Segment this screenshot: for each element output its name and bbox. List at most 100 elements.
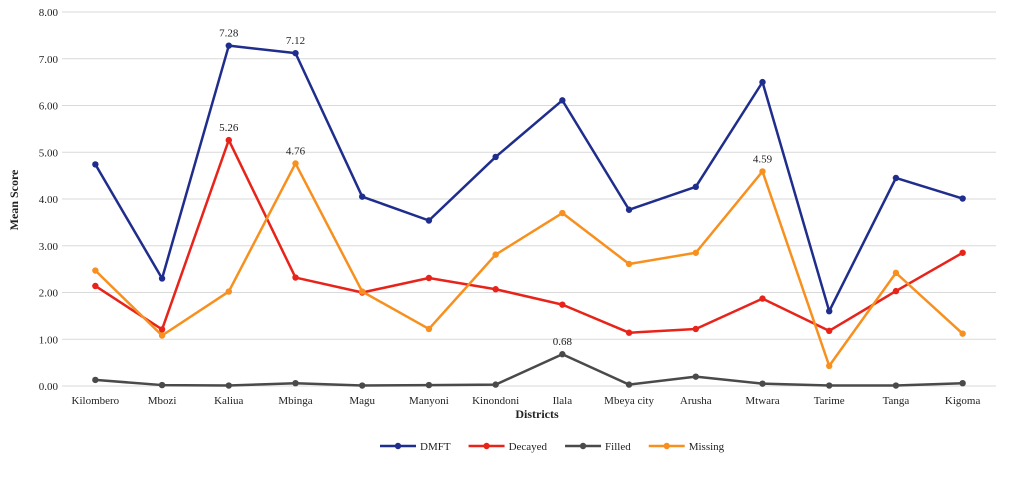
series-line bbox=[94, 138, 964, 334]
data-point bbox=[759, 295, 766, 302]
series-missing bbox=[92, 160, 966, 370]
data-label: 5.26 bbox=[219, 122, 239, 134]
legend-marker bbox=[579, 442, 587, 450]
data-point bbox=[892, 174, 900, 182]
data-point bbox=[759, 380, 766, 387]
data-point bbox=[892, 287, 900, 295]
data-point bbox=[692, 249, 699, 256]
x-tick-label: Kinondoni bbox=[472, 395, 519, 407]
data-point bbox=[225, 42, 232, 49]
x-tick-label: Tanga bbox=[883, 395, 910, 407]
x-tick-label: Tarime bbox=[814, 395, 845, 407]
data-point bbox=[292, 379, 299, 387]
series-line bbox=[94, 162, 964, 368]
x-tick-label: Kilombero bbox=[72, 395, 120, 407]
data-point bbox=[425, 325, 433, 333]
data-point bbox=[959, 330, 966, 337]
series-decayed bbox=[92, 136, 966, 336]
data-point bbox=[425, 217, 433, 224]
data-point bbox=[625, 329, 633, 336]
data-point bbox=[158, 332, 166, 339]
data-point bbox=[359, 288, 366, 295]
data-point bbox=[826, 327, 833, 335]
y-tick-label: 8.00 bbox=[39, 7, 59, 19]
data-point bbox=[492, 153, 499, 161]
series-line bbox=[94, 44, 964, 313]
data-point bbox=[492, 286, 499, 293]
data-point bbox=[158, 381, 166, 389]
legend-item: DMFT bbox=[380, 441, 451, 453]
legend-marker bbox=[663, 442, 670, 450]
data-point bbox=[826, 362, 833, 370]
legend-label: Decayed bbox=[509, 441, 548, 453]
data-point bbox=[292, 274, 299, 281]
legend-marker bbox=[394, 442, 402, 450]
data-point bbox=[492, 251, 499, 258]
data-point bbox=[559, 209, 566, 217]
legend-item: Filled bbox=[565, 441, 631, 453]
data-point bbox=[225, 382, 232, 389]
y-tick-labels: 0.00 1.00 2.00 3.00 4.00 5.00 6.00 7.00 8.00 bbox=[39, 7, 59, 393]
legend-label: DMFT bbox=[420, 441, 451, 453]
data-point bbox=[759, 168, 766, 175]
x-tick-label: Mbozi bbox=[148, 395, 177, 407]
data-point bbox=[692, 325, 699, 333]
x-tick-label: Mbeya city bbox=[604, 395, 654, 407]
legend-item: Missing bbox=[648, 441, 725, 453]
data-point bbox=[359, 193, 366, 200]
data-point bbox=[292, 160, 299, 167]
data-point bbox=[959, 249, 966, 256]
y-tick-label: 4.00 bbox=[39, 194, 59, 206]
data-label: 7.28 bbox=[219, 28, 239, 40]
x-tick-labels: Kilombero Mbozi Kaliua Mbinga Magu Manyoni Kin… bbox=[72, 395, 981, 407]
series-line bbox=[95, 352, 963, 387]
data-point bbox=[559, 97, 566, 104]
data-point bbox=[92, 282, 99, 290]
y-tick-label: 0.00 bbox=[39, 381, 59, 393]
data-labels: 7.28 7.12 5.26 4.76 4.59 0.68 bbox=[219, 28, 772, 349]
y-tick-label: 3.00 bbox=[39, 241, 59, 253]
data-point bbox=[158, 326, 166, 333]
x-tick-label: Mbinga bbox=[278, 395, 312, 407]
data-label: 0.68 bbox=[553, 336, 573, 348]
data-point bbox=[559, 351, 566, 358]
legend-label: Filled bbox=[605, 441, 631, 453]
data-point bbox=[959, 195, 966, 202]
y-tick-label: 6.00 bbox=[39, 101, 59, 113]
grid-lines bbox=[62, 11, 996, 387]
data-point bbox=[892, 382, 900, 389]
data-label: 4.59 bbox=[753, 153, 773, 165]
legend: DMFT Decayed Filled Missing bbox=[380, 441, 725, 453]
legend-marker bbox=[483, 442, 490, 450]
data-point bbox=[92, 267, 99, 274]
data-point bbox=[359, 382, 366, 389]
legend-item: Decayed bbox=[468, 441, 548, 453]
series-lines bbox=[92, 42, 966, 389]
data-point bbox=[492, 381, 499, 388]
x-tick-label: Mtwara bbox=[745, 395, 779, 407]
data-point bbox=[759, 78, 766, 86]
data-point bbox=[158, 275, 166, 282]
data-point bbox=[225, 288, 232, 295]
data-point bbox=[959, 379, 966, 387]
data-label: 4.76 bbox=[286, 145, 306, 157]
data-point bbox=[92, 161, 99, 168]
x-axis-title: Districts bbox=[515, 407, 559, 421]
data-point bbox=[625, 381, 633, 388]
y-axis-title: Mean Score bbox=[7, 169, 21, 230]
series-filled bbox=[92, 351, 966, 389]
data-point bbox=[425, 381, 433, 389]
x-tick-label: Kaliua bbox=[214, 395, 243, 407]
data-point bbox=[892, 269, 900, 277]
y-tick-label: 1.00 bbox=[39, 334, 59, 346]
x-tick-label: Manyoni bbox=[409, 395, 449, 407]
x-tick-label: Arusha bbox=[680, 395, 712, 407]
data-point bbox=[559, 301, 566, 308]
data-point bbox=[692, 373, 699, 380]
data-point bbox=[92, 376, 99, 384]
legend-label: Missing bbox=[689, 441, 725, 453]
data-point bbox=[625, 206, 633, 213]
series-dmft bbox=[92, 42, 966, 315]
data-point bbox=[826, 382, 833, 389]
